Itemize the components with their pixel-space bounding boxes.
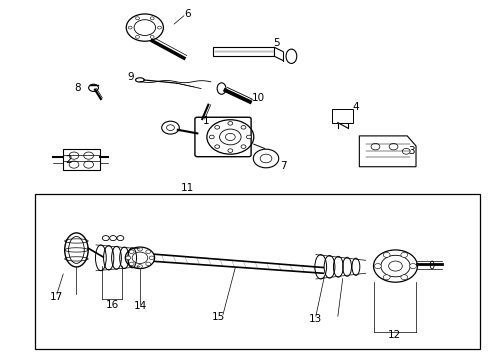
Circle shape	[146, 250, 151, 253]
Circle shape	[129, 262, 134, 266]
Circle shape	[241, 145, 246, 148]
Text: 8: 8	[74, 83, 81, 93]
Text: 17: 17	[50, 292, 64, 302]
Circle shape	[401, 275, 408, 280]
Circle shape	[136, 36, 140, 39]
Circle shape	[401, 252, 408, 257]
Circle shape	[209, 135, 214, 139]
Text: 1: 1	[202, 116, 209, 126]
Circle shape	[374, 264, 381, 269]
Circle shape	[215, 145, 220, 148]
Text: 15: 15	[212, 312, 225, 322]
Circle shape	[138, 265, 143, 268]
Circle shape	[138, 247, 143, 251]
Circle shape	[228, 149, 233, 152]
Text: 13: 13	[309, 314, 322, 324]
Circle shape	[126, 256, 131, 260]
Circle shape	[128, 26, 132, 29]
Circle shape	[146, 262, 151, 266]
Text: 3: 3	[408, 145, 415, 156]
Bar	[63, 149, 100, 170]
Circle shape	[215, 126, 220, 129]
Circle shape	[129, 250, 134, 253]
Text: 7: 7	[280, 161, 287, 171]
Circle shape	[410, 264, 416, 269]
Circle shape	[241, 126, 246, 129]
Text: 14: 14	[133, 301, 147, 311]
Circle shape	[150, 17, 154, 20]
Bar	[332, 109, 353, 123]
Circle shape	[228, 122, 233, 125]
Circle shape	[150, 36, 154, 39]
Text: 9: 9	[128, 72, 134, 82]
Text: 11: 11	[181, 183, 195, 193]
Text: 16: 16	[105, 300, 119, 310]
Circle shape	[158, 26, 161, 29]
Text: 10: 10	[252, 93, 265, 103]
Circle shape	[136, 17, 140, 20]
Text: 2: 2	[65, 154, 72, 165]
Text: 6: 6	[185, 9, 191, 19]
Circle shape	[383, 275, 390, 280]
Circle shape	[246, 135, 251, 139]
Circle shape	[383, 252, 390, 257]
Bar	[35, 194, 480, 348]
Text: 5: 5	[273, 38, 280, 48]
Text: 12: 12	[388, 330, 401, 340]
Circle shape	[149, 256, 154, 260]
Text: 4: 4	[352, 102, 359, 112]
